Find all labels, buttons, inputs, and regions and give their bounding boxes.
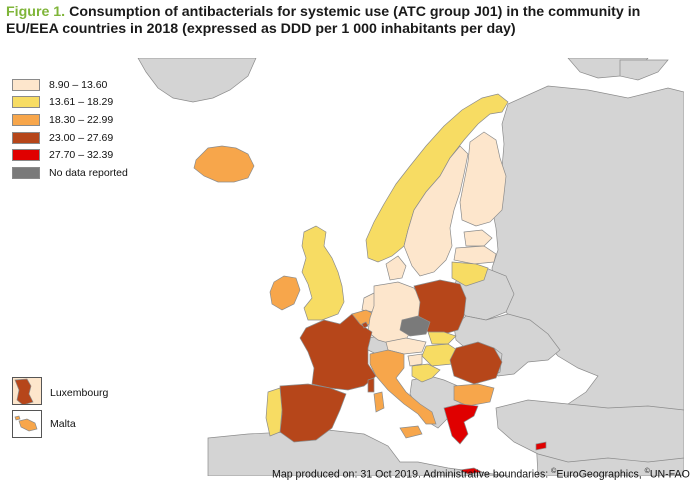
country-finland <box>459 131 507 227</box>
country-slovakia <box>427 331 457 345</box>
country-estonia <box>463 229 493 247</box>
legend-item-2: 13.61 – 18.29 <box>12 94 128 112</box>
footer-source-1: EuroGeographics, <box>556 468 645 481</box>
europe-map <box>8 58 684 476</box>
country-latvia <box>453 245 497 265</box>
map-footer: Map produced on: 31 Oct 2019. Administra… <box>272 468 690 481</box>
country-denmark <box>385 255 407 281</box>
country-sicily <box>399 425 423 439</box>
malta-label: Malta <box>50 418 76 430</box>
country-iceland <box>193 145 255 183</box>
footer-text: Map produced on: 31 Oct 2019. Administra… <box>272 468 552 481</box>
ukraine-land <box>453 313 561 377</box>
gozo-inset-shape <box>14 415 21 421</box>
country-greece <box>443 403 479 445</box>
legend-item-3: 18.30 – 22.99 <box>12 111 128 129</box>
luxembourg-inset <box>12 377 42 405</box>
country-united-kingdom <box>301 225 345 321</box>
legend-swatch-3 <box>12 113 40 126</box>
legend-item-6: No data reported <box>12 164 128 182</box>
legend-label-6: No data reported <box>49 166 128 179</box>
legend-label-1: 8.90 – 13.60 <box>49 78 108 91</box>
country-corsica <box>367 377 375 393</box>
country-portugal <box>265 387 283 437</box>
figure-title: Figure 1. Consumption of antibacterials … <box>6 4 690 38</box>
country-croatia <box>411 363 441 383</box>
country-crete <box>458 467 484 475</box>
country-luxembourg <box>361 321 369 329</box>
country-slovenia <box>407 353 423 367</box>
legend-item-5: 27.70 – 32.39 <box>12 146 128 164</box>
legend-swatch-2 <box>12 96 40 109</box>
copyright-mark-1: © <box>551 468 557 475</box>
luxembourg-inset-map <box>13 378 41 404</box>
malta-inset <box>12 410 42 438</box>
malta-inset-map <box>13 411 41 437</box>
legend-swatch-1 <box>12 78 40 91</box>
legend-label-5: 27.70 – 32.39 <box>49 149 114 162</box>
country-italy <box>369 349 437 425</box>
legend-item-1: 8.90 – 13.60 <box>12 76 128 94</box>
country-romania <box>449 341 503 385</box>
luxembourg-label: Luxembourg <box>50 387 109 399</box>
country-bulgaria <box>453 383 495 407</box>
malta-inset-shape <box>18 418 38 432</box>
legend-label-2: 13.61 – 18.29 <box>49 96 114 109</box>
legend-swatch-4 <box>12 131 40 144</box>
legend-swatch-6 <box>12 166 40 179</box>
legend-label-4: 23.00 – 27.69 <box>49 131 114 144</box>
country-cyprus <box>535 441 547 451</box>
country-france <box>299 313 377 391</box>
greenland-land <box>137 58 257 103</box>
legend-swatch-5 <box>12 149 40 162</box>
legend: 8.90 – 13.60 13.61 – 18.29 18.30 – 22.99… <box>12 76 128 182</box>
figure-label: Figure 1. <box>6 4 66 20</box>
country-sweden <box>403 145 469 277</box>
legend-item-4: 23.00 – 27.69 <box>12 129 128 147</box>
legend-label-3: 18.30 – 22.99 <box>49 113 114 126</box>
novaya-land <box>619 59 669 81</box>
copyright-mark-2: © <box>644 468 650 475</box>
country-lithuania <box>451 261 489 287</box>
country-sardinia <box>373 391 385 413</box>
country-ireland <box>269 275 301 311</box>
map-svg <box>8 58 684 476</box>
footer-source-2: UN-FAO <box>649 468 690 481</box>
luxembourg-inset-shape <box>14 378 34 404</box>
country-czechia <box>399 315 431 337</box>
figure-title-text: Consumption of antibacterials for system… <box>6 4 641 37</box>
